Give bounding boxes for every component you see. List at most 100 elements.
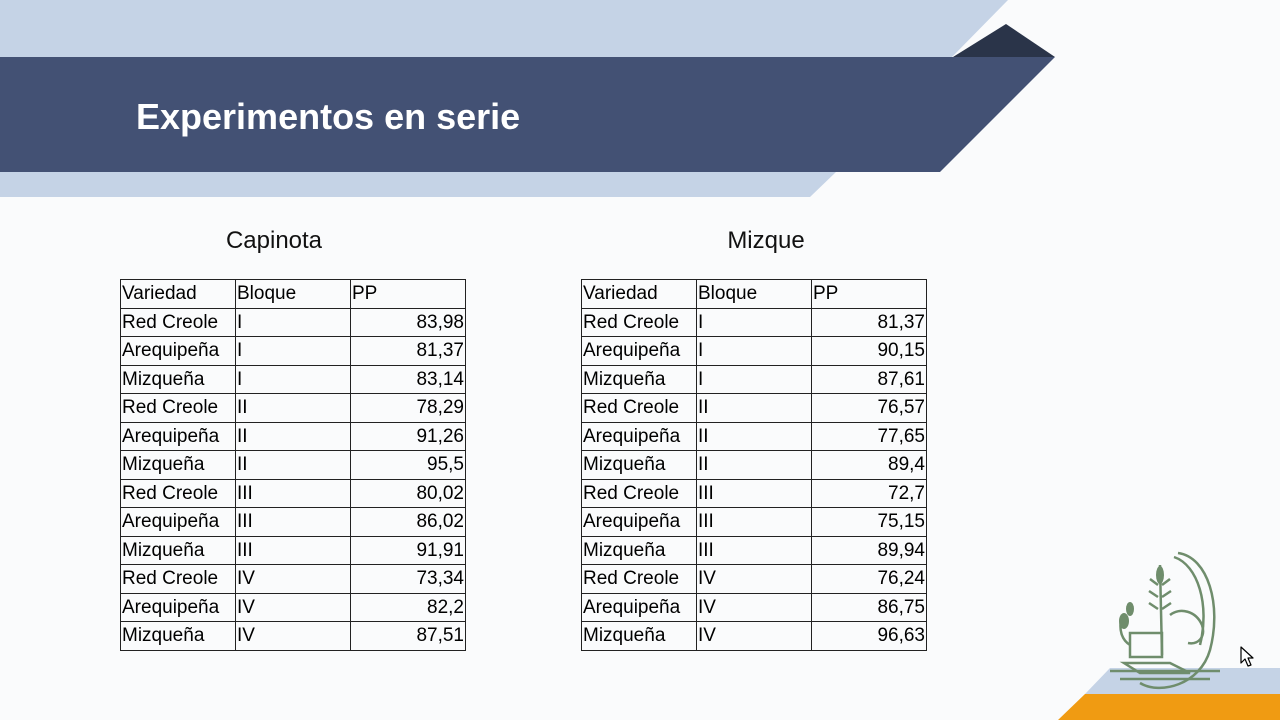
block-cell: III (235, 478, 351, 508)
pp-cell: 91,26 (350, 421, 466, 451)
block-cell: II (696, 450, 812, 480)
variety-cell: Mizqueña (581, 621, 697, 651)
block-cell: III (696, 535, 812, 565)
table-row: Arequipeña II 77,65 (581, 421, 927, 451)
variety-cell: Red Creole (120, 393, 236, 423)
variety-cell: Mizqueña (120, 450, 236, 480)
table-row: Red Creole IV 73,34 (120, 564, 466, 594)
bottom-light-band (0, 172, 836, 197)
table-row: Red Creole IV 76,24 (581, 564, 927, 594)
pp-cell: 75,15 (811, 507, 927, 537)
block-cell: IV (696, 621, 812, 651)
pp-cell: 77,65 (811, 421, 927, 451)
variety-cell: Red Creole (581, 307, 697, 337)
block-cell: III (696, 478, 812, 508)
pp-cell: 72,7 (811, 478, 927, 508)
table-row: Mizqueña III 89,94 (581, 535, 927, 565)
column-header: Variedad (581, 279, 697, 309)
pp-cell: 81,37 (811, 307, 927, 337)
block-cell: III (235, 535, 351, 565)
block-cell: II (235, 450, 351, 480)
data-table-mizque: Variedad Bloque PP Red Creole I 81,37 Arequipe… (581, 279, 927, 651)
block-cell: I (696, 336, 812, 366)
pp-cell: 80,02 (350, 478, 466, 508)
variety-cell: Arequipeña (581, 507, 697, 537)
variety-cell: Mizqueña (120, 535, 236, 565)
block-cell: IV (696, 592, 812, 622)
block-cell: I (235, 307, 351, 337)
table-caption-capinota: Capinota (225, 227, 323, 254)
pp-cell: 82,2 (350, 592, 466, 622)
table-body: Variedad Bloque PP Red Creole I 83,98 Arequipe… (120, 279, 466, 651)
top-light-band (0, 0, 1008, 57)
block-cell: II (696, 393, 812, 423)
column-header: PP (350, 279, 466, 309)
variety-cell: Red Creole (581, 564, 697, 594)
table-row: Arequipeña IV 82,2 (120, 592, 466, 622)
variety-cell: Red Creole (120, 307, 236, 337)
table-row: Arequipeña I 81,37 (120, 336, 466, 366)
variety-cell: Mizqueña (120, 364, 236, 394)
variety-cell: Arequipeña (581, 592, 697, 622)
variety-cell: Red Creole (120, 564, 236, 594)
pp-cell: 78,29 (350, 393, 466, 423)
block-cell: I (696, 307, 812, 337)
table-row: Arequipeña III 86,02 (120, 507, 466, 537)
table-row: Red Creole II 78,29 (120, 393, 466, 423)
block-cell: III (235, 507, 351, 537)
variety-cell: Mizqueña (581, 450, 697, 480)
table-row: Mizqueña II 89,4 (581, 450, 927, 480)
variety-cell: Mizqueña (581, 364, 697, 394)
table-row: Arequipeña I 90,15 (581, 336, 927, 366)
variety-cell: Arequipeña (120, 592, 236, 622)
pp-cell: 90,15 (811, 336, 927, 366)
bottom-right-light-band (1085, 668, 1280, 694)
column-header: Variedad (120, 279, 236, 309)
block-cell: II (696, 421, 812, 451)
pp-cell: 76,24 (811, 564, 927, 594)
table-caption-mizque: Mizque (727, 227, 805, 254)
block-cell: IV (235, 564, 351, 594)
variety-cell: Arequipeña (120, 421, 236, 451)
table-row: Red Creole III 80,02 (120, 478, 466, 508)
pp-cell: 81,37 (350, 336, 466, 366)
pp-cell: 89,94 (811, 535, 927, 565)
pp-cell: 83,14 (350, 364, 466, 394)
variety-cell: Arequipeña (120, 507, 236, 537)
pp-cell: 83,98 (350, 307, 466, 337)
cursor-icon (1240, 646, 1254, 667)
block-cell: I (235, 364, 351, 394)
table-header-row: Variedad Bloque PP (581, 279, 927, 309)
pp-cell: 96,63 (811, 621, 927, 651)
data-table-capinota: Variedad Bloque PP Red Creole I 83,98 Arequipe… (120, 279, 466, 651)
pp-cell: 87,61 (811, 364, 927, 394)
pp-cell: 91,91 (350, 535, 466, 565)
logo-icon (1110, 551, 1220, 690)
pp-cell: 87,51 (350, 621, 466, 651)
table-row: Arequipeña II 91,26 (120, 421, 466, 451)
column-header: Bloque (696, 279, 812, 309)
table-row: Mizqueña II 95,5 (120, 450, 466, 480)
pp-cell: 95,5 (350, 450, 466, 480)
block-cell: III (696, 507, 812, 537)
variety-cell: Red Creole (581, 393, 697, 423)
title-banner (0, 57, 1055, 172)
table-row: Red Creole II 76,57 (581, 393, 927, 423)
block-cell: II (235, 421, 351, 451)
table-row: Mizqueña I 87,61 (581, 364, 927, 394)
slide-title: Experimentos en serie (136, 96, 521, 137)
variety-cell: Red Creole (581, 478, 697, 508)
table-row: Red Creole I 81,37 (581, 307, 927, 337)
table-row: Arequipeña III 75,15 (581, 507, 927, 537)
block-cell: IV (235, 621, 351, 651)
variety-cell: Mizqueña (120, 621, 236, 651)
column-header: Bloque (235, 279, 351, 309)
table-row: Red Creole I 83,98 (120, 307, 466, 337)
corner-dark-triangle (953, 24, 1055, 57)
table-row: Red Creole III 72,7 (581, 478, 927, 508)
table-row: Mizqueña IV 87,51 (120, 621, 466, 651)
table-header-row: Variedad Bloque PP (120, 279, 466, 309)
bottom-right-orange-band (1058, 694, 1280, 720)
pp-cell: 73,34 (350, 564, 466, 594)
